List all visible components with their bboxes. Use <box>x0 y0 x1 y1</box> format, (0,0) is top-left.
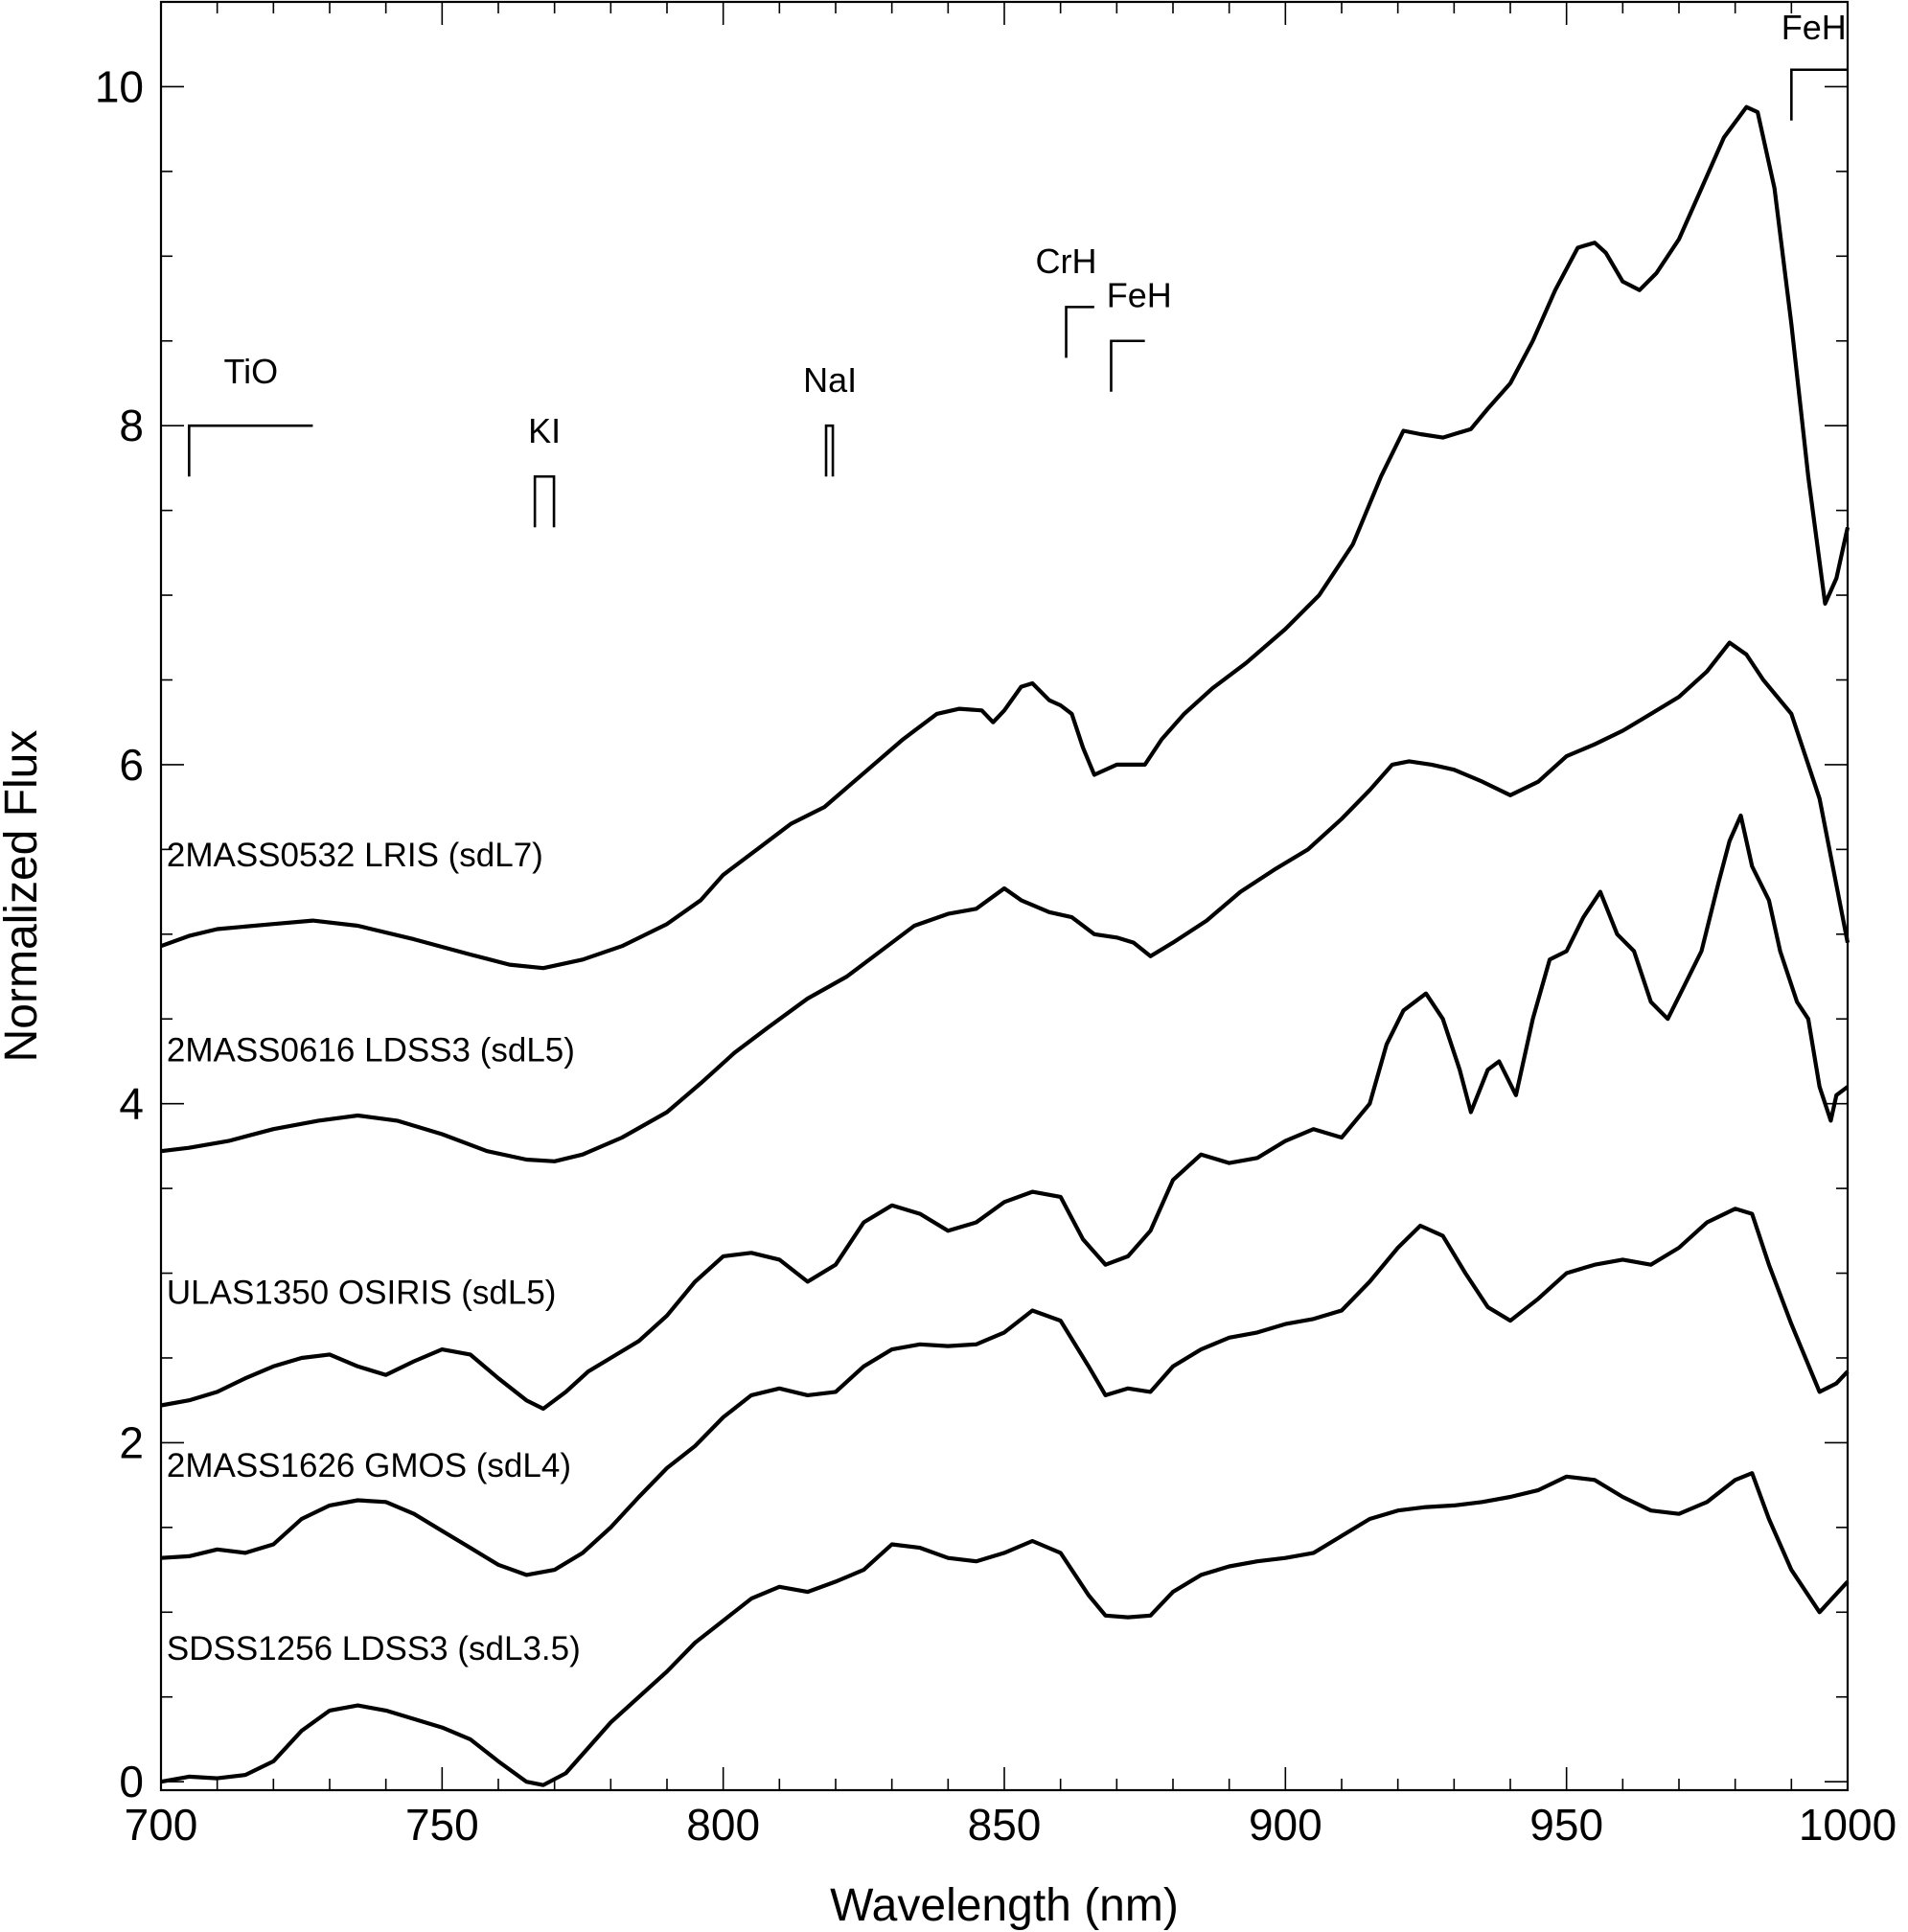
series-line-3 <box>160 1207 1850 1577</box>
feature-mark-5 <box>1790 68 1848 121</box>
series-label-1: 2MASS0616 LDSS3 (sdL5) <box>167 1031 575 1069</box>
feature-mark-0 <box>188 424 313 477</box>
series-label-3: 2MASS1626 GMOS (sdL4) <box>167 1447 571 1484</box>
feature-label-4: FeH <box>1107 275 1172 314</box>
y-tick-label: 10 <box>95 61 144 111</box>
y-axis-title: Normalized Flux <box>0 730 47 1063</box>
x-tick-label: 850 <box>968 1800 1042 1850</box>
plot-frame <box>159 0 1850 1792</box>
series-label-0: 2MASS0532 LRIS (sdL7) <box>167 837 543 874</box>
series-line-0 <box>160 104 1851 971</box>
feature-label-5: FeH <box>1782 8 1847 47</box>
feature-label-1: KI <box>528 411 561 450</box>
series-line-2 <box>160 813 1850 1412</box>
x-axis-title: Wavelength (nm) <box>830 1880 1179 1931</box>
feature-mark-4 <box>1110 339 1145 392</box>
series-line-1 <box>160 640 1851 1163</box>
y-tick-label: 0 <box>119 1757 144 1806</box>
x-tick-label: 950 <box>1529 1800 1603 1850</box>
axis-ticks <box>160 1 1849 1790</box>
x-tick-label: 1000 <box>1799 1800 1897 1850</box>
feature-label-0: TiO <box>224 352 279 391</box>
x-tick-label: 700 <box>125 1800 198 1850</box>
series-label-4: SDSS1256 LDSS3 (sdL3.5) <box>167 1630 581 1668</box>
feature-label-3: CrH <box>1036 242 1097 281</box>
y-tick-label: 8 <box>119 401 144 450</box>
feature-label-2: NaI <box>803 360 857 400</box>
y-tick-label: 2 <box>119 1417 144 1467</box>
y-tick-label: 4 <box>119 1079 144 1129</box>
y-tick-label: 6 <box>119 740 144 790</box>
feature-mark-3 <box>1065 306 1094 358</box>
x-tick-label: 750 <box>405 1800 479 1850</box>
feature-annotations: TiO KI NaI CrH FeH FeH <box>188 8 1848 528</box>
feature-mark-1 <box>533 474 556 528</box>
tick-labels: 700 750 800 850 900 950 1000 0 2 4 6 8 10 <box>95 61 1897 1850</box>
series-line-4 <box>160 1471 1850 1787</box>
series-label-2: ULAS1350 OSIRIS (sdL5) <box>167 1274 557 1311</box>
feature-mark-2 <box>824 424 835 477</box>
x-tick-label: 900 <box>1249 1800 1322 1850</box>
series-group: 2MASS0532 LRIS (sdL7) 2MASS0616 LDSS3 (sd… <box>160 104 1851 1787</box>
x-tick-label: 800 <box>686 1800 760 1850</box>
